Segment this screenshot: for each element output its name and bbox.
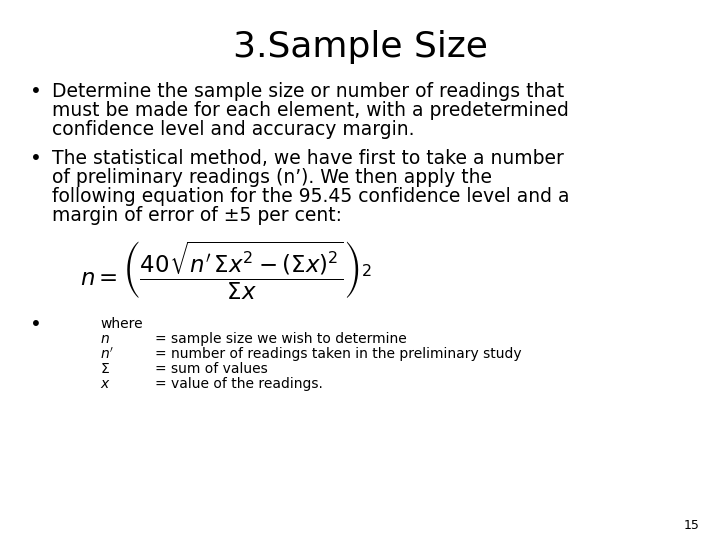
Text: $n = \left(\dfrac{40\sqrt{n^{\prime}\,\Sigma x^{2} - (\Sigma x)^{2}}}{\Sigma x}\: $n = \left(\dfrac{40\sqrt{n^{\prime}\,\S… [80,239,372,301]
Text: Determine the sample size or number of readings that: Determine the sample size or number of r… [52,82,564,101]
Text: •: • [30,82,42,101]
Text: must be made for each element, with a predetermined: must be made for each element, with a pr… [52,101,569,120]
Text: = sum of values: = sum of values [155,362,268,376]
Text: of preliminary readings (n’). We then apply the: of preliminary readings (n’). We then ap… [52,168,492,187]
Text: 15: 15 [684,519,700,532]
Text: = number of readings taken in the preliminary study: = number of readings taken in the prelim… [155,347,521,361]
Text: $n^{\prime}$: $n^{\prime}$ [100,347,114,362]
Text: $n$: $n$ [100,332,110,346]
Text: •: • [30,315,42,334]
Text: 3.Sample Size: 3.Sample Size [233,30,487,64]
Text: •: • [30,149,42,168]
Text: $\Sigma$: $\Sigma$ [100,362,110,376]
Text: $x$: $x$ [100,377,111,391]
Text: where: where [100,317,143,331]
Text: The statistical method, we have first to take a number: The statistical method, we have first to… [52,149,564,168]
Text: = sample size we wish to determine: = sample size we wish to determine [155,332,407,346]
Text: confidence level and accuracy margin.: confidence level and accuracy margin. [52,120,415,139]
Text: margin of error of ±5 per cent:: margin of error of ±5 per cent: [52,206,342,225]
Text: = value of the readings.: = value of the readings. [155,377,323,391]
Text: following equation for the 95.45 confidence level and a: following equation for the 95.45 confide… [52,187,570,206]
